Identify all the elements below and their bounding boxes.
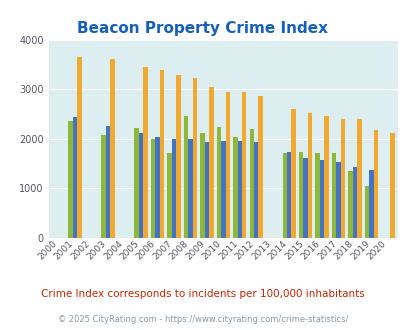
Bar	[176, 75, 180, 238]
Bar	[101, 135, 106, 238]
Bar	[225, 92, 229, 238]
Bar	[291, 109, 295, 238]
Bar	[254, 142, 258, 238]
Bar	[307, 114, 311, 238]
Bar	[286, 152, 291, 238]
Bar	[331, 153, 335, 238]
Bar	[139, 133, 143, 238]
Bar	[324, 116, 328, 238]
Bar	[347, 171, 352, 238]
Bar	[389, 133, 394, 238]
Bar	[216, 127, 221, 238]
Bar	[237, 141, 241, 238]
Bar	[221, 141, 225, 238]
Bar	[340, 119, 344, 238]
Text: Beacon Property Crime Index: Beacon Property Crime Index	[77, 21, 328, 36]
Bar	[319, 160, 324, 238]
Bar	[258, 96, 262, 238]
Bar	[209, 86, 213, 238]
Bar	[241, 92, 246, 238]
Bar	[110, 59, 114, 238]
Bar	[72, 117, 77, 238]
Bar	[249, 129, 254, 238]
Bar	[373, 130, 377, 238]
Bar	[364, 185, 369, 238]
Bar	[369, 170, 373, 238]
Bar	[352, 167, 356, 238]
Bar	[159, 70, 164, 238]
Bar	[68, 121, 72, 238]
Bar	[303, 158, 307, 238]
Bar	[155, 137, 159, 238]
Bar	[192, 78, 196, 238]
Bar	[106, 126, 110, 238]
Bar	[77, 57, 81, 238]
Bar	[183, 116, 188, 238]
Bar	[171, 139, 176, 238]
Bar	[232, 137, 237, 238]
Bar	[335, 162, 340, 238]
Bar	[150, 139, 155, 238]
Text: Crime Index corresponds to incidents per 100,000 inhabitants: Crime Index corresponds to incidents per…	[41, 289, 364, 299]
Bar	[282, 153, 286, 238]
Bar	[298, 152, 303, 238]
Bar	[188, 139, 192, 238]
Bar	[315, 153, 319, 238]
Text: © 2025 CityRating.com - https://www.cityrating.com/crime-statistics/: © 2025 CityRating.com - https://www.city…	[58, 315, 347, 324]
Bar	[204, 142, 209, 238]
Bar	[356, 119, 361, 238]
Bar	[167, 153, 171, 238]
Bar	[200, 133, 204, 238]
Bar	[134, 128, 139, 238]
Bar	[143, 67, 147, 238]
